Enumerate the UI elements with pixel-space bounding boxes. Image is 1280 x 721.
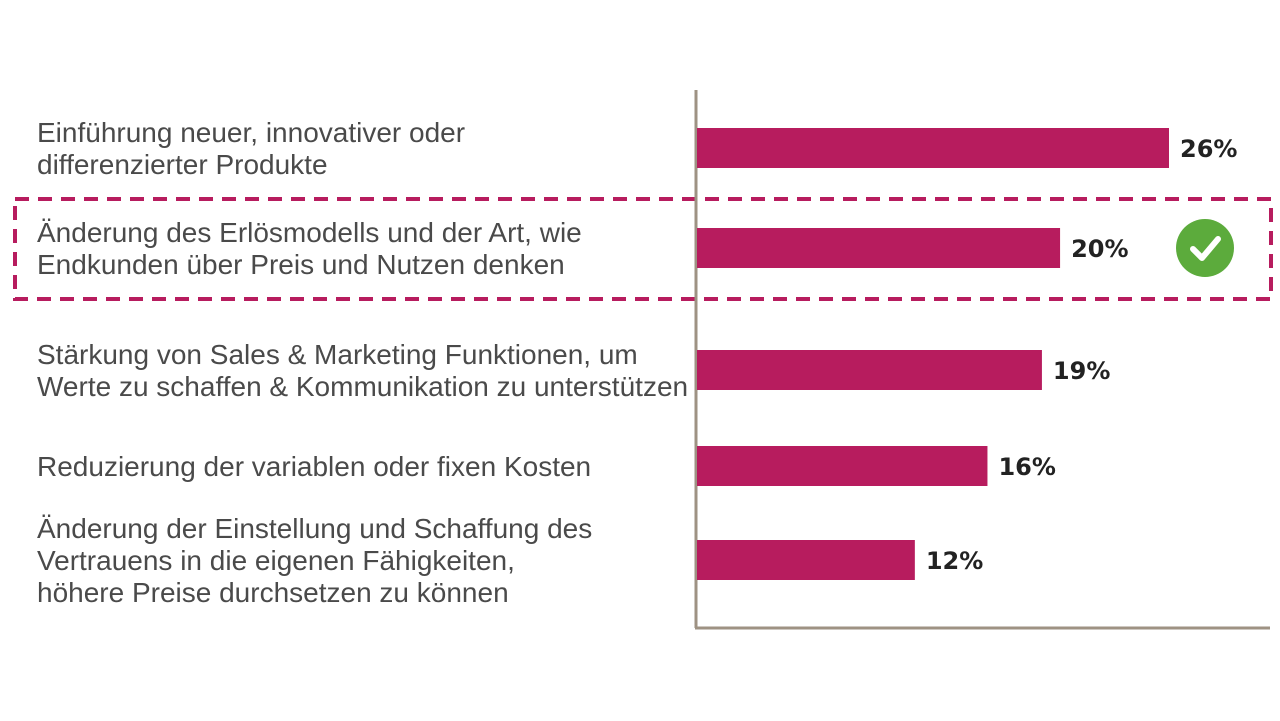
check-icon [1176, 219, 1234, 277]
bar [697, 446, 988, 486]
category-label: Änderung des Erlösmodells und der Art, w… [37, 217, 582, 280]
axis-layer [694, 90, 1270, 630]
data-label: 26% [1180, 135, 1237, 163]
bar [697, 128, 1169, 168]
bar [697, 540, 915, 580]
category-label: Einführung neuer, innovativer oder differ… [37, 117, 465, 180]
highlight-box [13, 197, 1273, 301]
highlight-layer [13, 197, 1273, 301]
bar [697, 350, 1042, 390]
data-label: 20% [1071, 235, 1128, 263]
bars-layer [697, 128, 1169, 580]
category-label: Änderung der Einstellung und Schaffung d… [37, 513, 592, 608]
category-label: Reduzierung der variablen oder fixen Kos… [37, 451, 591, 482]
category-label: Stärkung von Sales & Marketing Funktione… [37, 339, 688, 402]
data-label: 19% [1053, 357, 1110, 385]
data-label: 12% [926, 547, 983, 575]
labels-layer: Einführung neuer, innovativer oder differ… [37, 117, 688, 608]
values-layer: 26% 20% 19% 16% 12% [926, 135, 1238, 575]
bar [697, 228, 1061, 268]
data-label: 16% [998, 453, 1055, 481]
